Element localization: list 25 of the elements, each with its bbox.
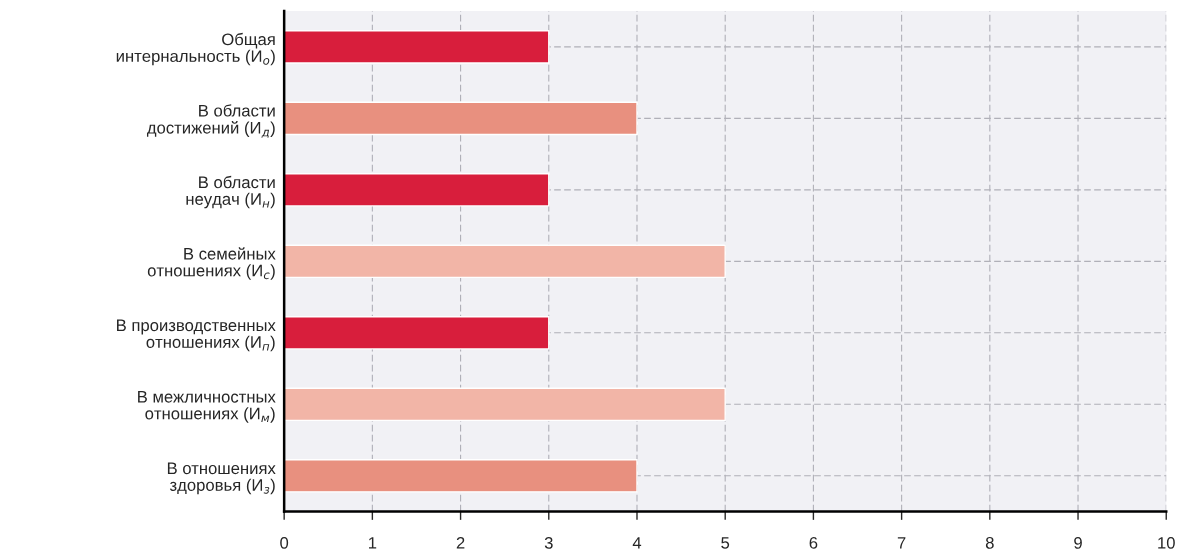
- bar: [284, 101, 638, 136]
- y-tick-label: В области неудач (И$_{н}$): [186, 175, 275, 209]
- y-tick-label: В области достижений (И$_{д}$): [146, 104, 275, 138]
- x-tick-label: 4: [632, 537, 642, 549]
- bar: [284, 387, 726, 422]
- y-tick-label: В семейных отношениях (И$_{с}$): [147, 247, 276, 280]
- x-tick-label: 8: [985, 536, 994, 549]
- x-tick-label: 0: [280, 536, 289, 549]
- bar: [284, 173, 550, 207]
- x-tick-label: 5: [721, 537, 730, 549]
- bar: [284, 458, 638, 493]
- bar: [284, 30, 550, 64]
- y-tick-label: В межличностных отношениях (И$_{м}$): [138, 391, 276, 423]
- y-tick-label: Общая интернальность (И$_{о}$): [116, 32, 275, 66]
- x-tick-label: 2: [456, 536, 465, 549]
- bar: [284, 316, 550, 350]
- x-tick-label: 9: [1074, 536, 1082, 549]
- y-tick-label: В производственных отношениях (И$_{п}$): [117, 319, 276, 352]
- bar: [284, 244, 726, 279]
- x-tick-label: 1: [369, 537, 377, 549]
- x-tick-label: 6: [809, 536, 818, 549]
- y-tick-label: В отношениях здоровья (И$_{з}$): [167, 462, 276, 495]
- x-tick-label: 3: [544, 536, 553, 549]
- x-tick-label: 10: [1158, 536, 1175, 549]
- x-tick-label: 7: [897, 537, 906, 549]
